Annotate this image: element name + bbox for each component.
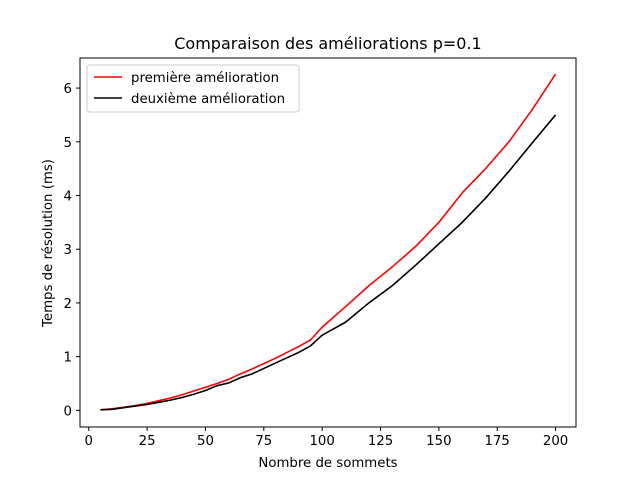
legend-box (86, 64, 300, 113)
plot-lines (100, 73, 557, 411)
y-tick-label: 1 (64, 351, 72, 366)
plot-frame (79, 57, 577, 428)
y-tick-label: 2 (64, 297, 72, 312)
x-tick-label: 150 (426, 434, 451, 449)
series-line-1 (100, 73, 557, 411)
x-tick-label: 100 (309, 434, 334, 449)
y-tick-label: 4 (64, 190, 72, 205)
x-tick-label: 75 (255, 434, 272, 449)
x-tick-label: 200 (543, 434, 568, 449)
chart-title: Comparaison des améliorations p=0.1 (174, 34, 481, 53)
legend-label: première amélioration (131, 70, 279, 86)
x-axis-ticks: 0 25 50 75 100 125 150 175 200 (85, 427, 568, 449)
y-tick-label: 5 (64, 136, 72, 151)
x-tick-label: 25 (139, 434, 156, 449)
x-tick-label: 0 (85, 434, 93, 449)
x-tick-label: 125 (368, 434, 393, 449)
y-tick-label: 3 (64, 243, 72, 258)
y-tick-label: 0 (64, 404, 72, 419)
x-axis-label: Nombre de sommets (258, 456, 397, 471)
y-axis-label: Temps de résolution (ms) (40, 159, 56, 328)
legend-label: deuxième amélioration (131, 91, 285, 107)
series-line-2 (100, 114, 557, 411)
x-tick-label: 175 (485, 434, 510, 449)
x-tick-label: 50 (197, 434, 214, 449)
y-axis-ticks: 0 1 2 3 4 5 6 (64, 82, 80, 419)
y-tick-label: 6 (64, 82, 72, 97)
legend: première amélioration deuxième améliorati… (86, 64, 300, 113)
